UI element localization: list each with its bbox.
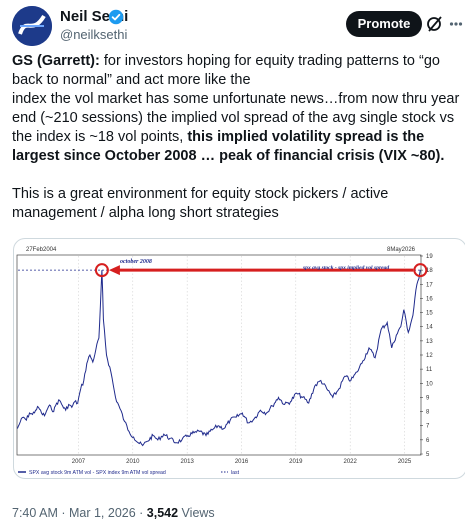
tweet-paragraph-2: This is a great environment for equity s… bbox=[12, 186, 389, 221]
arrow-head bbox=[108, 265, 120, 276]
y-tick-label: 16 bbox=[426, 296, 433, 302]
views-label: Views bbox=[178, 506, 215, 520]
y-tick-label: 5 bbox=[426, 452, 430, 458]
y-tick-label: 17 bbox=[426, 282, 433, 288]
x-tick-label: 2025 bbox=[398, 459, 412, 465]
avatar-logo-icon bbox=[12, 6, 52, 46]
tweet-bold-conclusion: this implied volatility spread is the la… bbox=[12, 129, 445, 164]
oct-2008-circle-marker bbox=[94, 263, 109, 278]
legend-series-label: SPX avg stock 9m ATM vol - SPX index 9m … bbox=[29, 470, 166, 476]
y-tick-label: 6 bbox=[426, 438, 430, 444]
tweet-text-part-a: for investors hoping for equity trading … bbox=[12, 53, 440, 88]
x-tick-label: 2019 bbox=[289, 459, 303, 465]
author-handle[interactable]: @neilksethi bbox=[60, 27, 128, 42]
annotation-spread: spx avg stock - spx implied vol spread bbox=[302, 265, 389, 271]
views-count: 3,542 bbox=[146, 506, 179, 520]
annotation-october-2008: october 2008 bbox=[120, 259, 152, 265]
legend-last-label: last bbox=[231, 470, 240, 476]
more-options-icon[interactable] bbox=[449, 14, 463, 34]
x-tick-label: 2013 bbox=[180, 459, 194, 465]
y-tick-label: 19 bbox=[426, 254, 433, 260]
chart-image[interactable]: 5 6 7 8 9 10 11 12 13 14 15 16 17 18 19 2007 2010 2013 20… bbox=[13, 238, 465, 479]
current-peak-circle-marker bbox=[413, 263, 428, 278]
tweet-text-part-b: index the vol market has some unfortunat… bbox=[12, 91, 460, 145]
timestamp[interactable]: 7:40 AM · Mar 1, 2026 · bbox=[12, 506, 147, 520]
y-tick-label: 12 bbox=[426, 353, 433, 359]
tweet-text: GS (Garrett): for investors hoping for e… bbox=[12, 52, 462, 223]
y-tick-label: 18 bbox=[426, 268, 433, 274]
y-tick-label: 11 bbox=[426, 367, 433, 373]
promote-button[interactable]: Promote bbox=[346, 11, 422, 37]
verified-badge-icon bbox=[108, 9, 124, 25]
y-tick-label: 14 bbox=[426, 325, 433, 331]
date-end-label: 8May2026 bbox=[387, 247, 416, 253]
y-tick-label: 10 bbox=[426, 381, 433, 387]
y-tick-label: 9 bbox=[426, 395, 430, 401]
series-line bbox=[16, 270, 421, 447]
tweet-paragraph-1: GS (Garrett): for investors hoping for e… bbox=[12, 52, 462, 166]
y-tick-label: 7 bbox=[426, 424, 430, 430]
x-tick-label: 2007 bbox=[72, 459, 86, 465]
tweet-meta: 7:40 AM · Mar 1, 2026 · 3,542 Views bbox=[12, 506, 215, 520]
chart-svg: 5 6 7 8 9 10 11 12 13 14 15 16 17 18 19 2007 2010 2013 20… bbox=[16, 247, 433, 476]
grok-icon[interactable] bbox=[426, 15, 444, 33]
x-tick-label: 2016 bbox=[235, 459, 249, 465]
y-tick-label: 8 bbox=[426, 410, 430, 416]
plot-frame bbox=[16, 254, 422, 456]
y-tick-label: 13 bbox=[426, 339, 433, 345]
tweet-header: Neil Sethi @neilksethi Promote bbox=[0, 0, 465, 48]
y-tick-label: 15 bbox=[426, 311, 433, 317]
avatar[interactable] bbox=[12, 6, 52, 46]
x-tick-label: 2022 bbox=[343, 459, 357, 465]
date-start-label: 27Feb2004 bbox=[26, 247, 57, 253]
x-tick-label: 2010 bbox=[126, 459, 140, 465]
tweet-bold-lead: GS (Garrett): bbox=[12, 53, 100, 69]
